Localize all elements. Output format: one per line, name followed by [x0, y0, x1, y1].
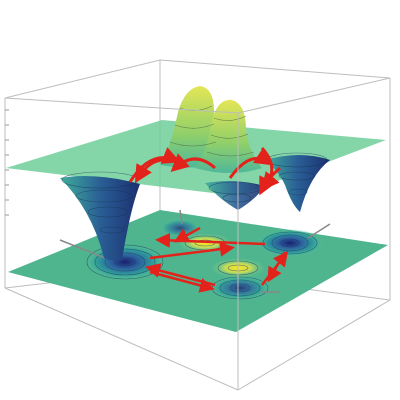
axis-ticks: [5, 109, 9, 216]
deep-well: [60, 176, 140, 261]
right-peak: [195, 99, 262, 173]
middle-well: [205, 181, 265, 210]
top-arrows: [128, 146, 281, 196]
right-well: [265, 155, 330, 212]
drop-lines: [59, 209, 331, 293]
bottom-arrows: [145, 226, 289, 293]
box-front: [4, 59, 391, 391]
